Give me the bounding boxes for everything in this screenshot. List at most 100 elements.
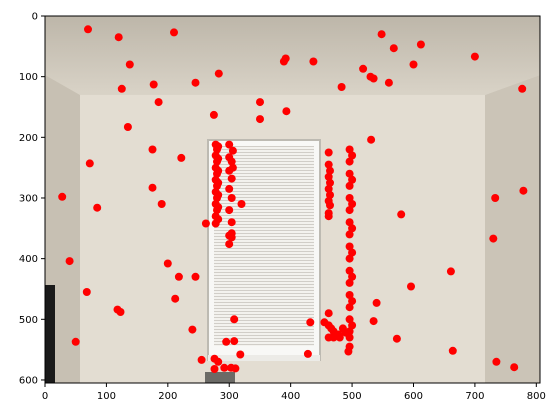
x-tick-label: 800 xyxy=(527,391,546,402)
data-point xyxy=(171,294,180,303)
data-point xyxy=(210,365,219,373)
data-point xyxy=(214,166,223,175)
data-point xyxy=(214,69,223,78)
x-tick-label: 700 xyxy=(465,391,484,402)
data-point xyxy=(519,186,528,195)
data-point xyxy=(188,325,197,334)
data-point xyxy=(214,178,223,187)
data-point xyxy=(345,169,354,178)
data-point xyxy=(326,166,334,175)
data-point xyxy=(237,200,246,208)
x-tick-label: 200 xyxy=(158,391,177,402)
data-point xyxy=(125,60,134,69)
data-point xyxy=(170,28,178,37)
data-point xyxy=(326,191,334,199)
data-point xyxy=(324,172,333,181)
data-point xyxy=(201,219,210,228)
data-point xyxy=(348,200,357,208)
data-point xyxy=(256,115,264,124)
plot-frame xyxy=(44,15,541,384)
data-point xyxy=(82,288,91,296)
x-tick-label: 500 xyxy=(343,391,362,402)
data-point xyxy=(324,184,333,193)
data-point xyxy=(348,248,357,257)
data-point xyxy=(256,98,264,107)
data-point xyxy=(85,159,94,168)
data-point xyxy=(148,145,157,154)
data-point xyxy=(348,297,357,306)
data-point xyxy=(309,57,318,66)
data-point xyxy=(209,110,218,119)
data-point xyxy=(345,266,354,275)
data-point xyxy=(337,83,346,91)
data-point xyxy=(230,337,239,346)
data-point xyxy=(345,342,354,351)
data-point xyxy=(326,178,334,187)
y-tick-label: 0 xyxy=(32,12,38,23)
data-point xyxy=(335,333,344,342)
y-tick-label: 500 xyxy=(19,315,38,326)
y-axis: 0 100 200 300 400 500 600 xyxy=(19,12,45,386)
data-point xyxy=(214,154,223,163)
data-point xyxy=(148,183,157,192)
data-point xyxy=(345,181,354,190)
data-point xyxy=(348,224,357,233)
data-point xyxy=(154,98,163,107)
data-point xyxy=(359,64,368,73)
data-point xyxy=(191,78,200,87)
data-point xyxy=(345,254,354,263)
data-point xyxy=(279,57,288,66)
data-point xyxy=(123,123,132,131)
data-point xyxy=(225,240,234,249)
data-point xyxy=(492,357,501,366)
data-point xyxy=(348,321,357,330)
data-point xyxy=(228,146,237,155)
data-point xyxy=(174,272,183,281)
data-point xyxy=(384,78,393,87)
data-point xyxy=(324,309,333,318)
data-point xyxy=(369,74,378,83)
data-point xyxy=(231,364,240,373)
data-point xyxy=(58,192,67,201)
data-point xyxy=(345,157,354,166)
data-point xyxy=(227,194,236,202)
data-point xyxy=(225,206,234,215)
data-point xyxy=(345,242,354,251)
x-axis: 0 100 200 300 400 500 600 700 800 xyxy=(42,383,546,402)
data-point xyxy=(227,174,236,183)
y-tick-label: 600 xyxy=(19,375,38,386)
data-points xyxy=(58,25,528,373)
data-point xyxy=(470,52,479,61)
data-point xyxy=(324,148,333,157)
data-point xyxy=(397,210,406,219)
data-point xyxy=(65,257,74,266)
data-point xyxy=(227,233,236,242)
data-point xyxy=(149,80,158,89)
data-point xyxy=(227,218,236,227)
data-point xyxy=(197,355,206,364)
data-point xyxy=(71,337,80,346)
y-tick-label: 200 xyxy=(19,133,38,144)
data-point xyxy=(227,157,236,166)
data-point xyxy=(306,318,315,327)
data-point xyxy=(214,142,223,151)
data-point xyxy=(341,328,350,337)
data-point xyxy=(409,60,418,69)
data-point xyxy=(117,84,126,93)
data-point xyxy=(303,349,312,358)
data-point xyxy=(345,291,354,299)
data-point xyxy=(345,230,354,239)
data-point xyxy=(324,160,333,169)
data-point xyxy=(228,163,237,172)
data-point xyxy=(345,218,354,227)
data-point xyxy=(230,315,239,324)
x-tick-label: 600 xyxy=(404,391,423,402)
data-point xyxy=(214,191,223,199)
data-point xyxy=(214,203,223,212)
data-point xyxy=(348,151,357,160)
data-point xyxy=(326,201,334,210)
data-point xyxy=(372,298,381,307)
data-point xyxy=(446,267,455,276)
x-tick-label: 400 xyxy=(281,391,300,402)
